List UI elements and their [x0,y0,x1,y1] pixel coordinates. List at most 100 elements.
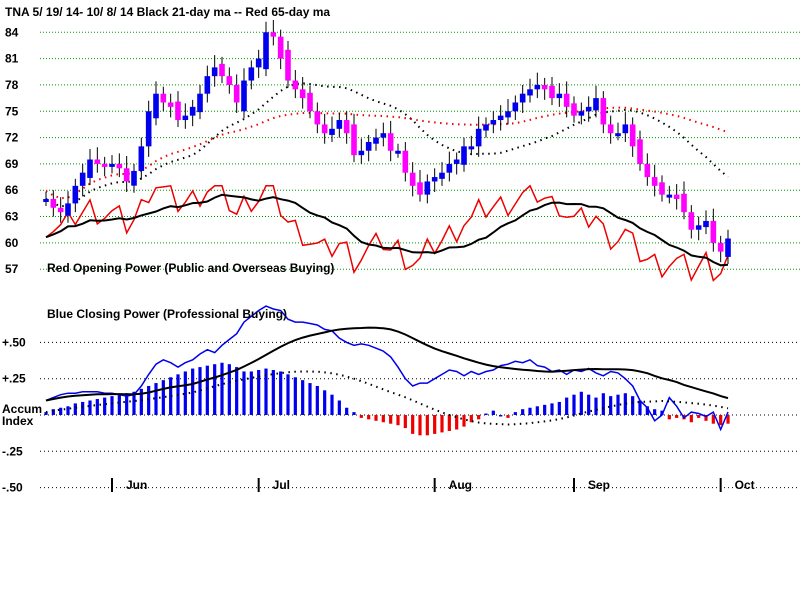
month-label: Jul [273,478,290,492]
accum-bar [440,415,444,433]
candle-body [50,199,57,208]
candle-body [637,139,643,164]
accum-bar [513,412,517,415]
candle-body [527,89,533,96]
candle-body [644,163,651,178]
accum-bar [359,415,363,418]
candle-body [182,115,189,121]
accum-bar [44,412,48,415]
candle-body [94,159,101,164]
indicator-tick-label: -.25 [2,444,23,458]
candle-body [72,185,79,204]
candle-body [226,76,233,85]
accum-bar [183,371,187,415]
opening-power-ma-line [45,193,729,267]
accum-bar [301,380,305,415]
price-tick-label: 57 [5,262,19,276]
indicator-tick-label: +.25 [2,372,26,386]
accum-bar [323,390,327,415]
accum-bar [667,415,671,420]
candle-body [703,220,709,228]
accum-bar [521,409,525,415]
accum-bar [125,393,129,415]
accum-bar [264,368,268,415]
accum-bar [381,415,385,423]
accum-bar [88,400,92,415]
accum-bar [462,415,466,427]
candle-body [160,93,167,103]
accum-bar [51,409,55,415]
accum-bar [117,394,121,415]
candle-body [233,84,240,103]
accum-ma-line [45,370,729,426]
accum-bar [499,415,503,417]
price-tick-label: 63 [5,210,19,224]
accum-bar [227,364,231,415]
accum-bar [198,367,202,415]
accum-index-bars [44,362,730,436]
candle-body [593,98,599,111]
accum-bar [73,403,77,415]
candle-body [519,93,526,103]
candle-body [710,220,717,243]
accum-bar [389,415,393,424]
accum-bar [477,415,481,420]
accum-bar [257,370,261,415]
candle-body [87,159,93,178]
month-axis: Jun Jul Aug Sep Oct [111,478,755,492]
candle-body [270,32,277,37]
blue-power-label: Blue Closing Power (Professional Buying) [47,307,287,321]
candle-body [666,194,673,198]
candle-body [395,150,401,154]
candle-body [175,101,181,121]
accum-bar [169,377,173,415]
index-label: Index [2,414,34,428]
accum-bar [447,415,451,431]
candle-body [153,93,159,119]
candle-body [358,150,365,156]
candle-body [145,111,152,147]
candle-body [65,203,71,216]
candle-body [219,63,225,77]
accum-bar [660,410,664,415]
candle-body [255,58,262,68]
candle-body [277,36,284,59]
indicator-axis: +.50 +.25 -.25 -.50 [2,335,26,494]
accum-bar [271,370,275,415]
accum-bar [704,415,708,421]
accum-bar [242,371,246,415]
accum-bar [565,397,569,415]
accum-bar [726,415,730,424]
accum-bar [623,393,627,415]
accum-bar [110,396,114,415]
accum-bar [491,410,495,415]
accum-bar [425,415,429,436]
accum-bar [139,388,143,415]
accum-bar [66,406,70,415]
candle-body [387,133,394,151]
candle-body [167,102,174,107]
candle-body [373,137,379,144]
accum-bar [337,400,341,415]
candle-body [409,172,416,186]
indicator-tick-label: +.50 [2,335,26,349]
accum-bar [433,415,437,434]
month-label: Oct [735,478,755,492]
candle-body [204,76,211,94]
candle-body [211,67,218,77]
candle-body [380,133,387,138]
accum-bar [719,415,723,426]
candle-body [483,124,489,131]
candle-body [695,225,702,230]
accum-bar [418,415,422,436]
accum-bar [616,394,620,415]
candle-body [241,80,247,112]
accum-bar [161,380,165,415]
accum-bar [601,393,605,415]
candle-body [461,146,467,165]
accum-bar [689,415,693,423]
price-tick-label: 66 [5,183,19,197]
candle-body [43,199,49,203]
candle-body [116,163,123,169]
price-tick-label: 81 [5,52,19,66]
